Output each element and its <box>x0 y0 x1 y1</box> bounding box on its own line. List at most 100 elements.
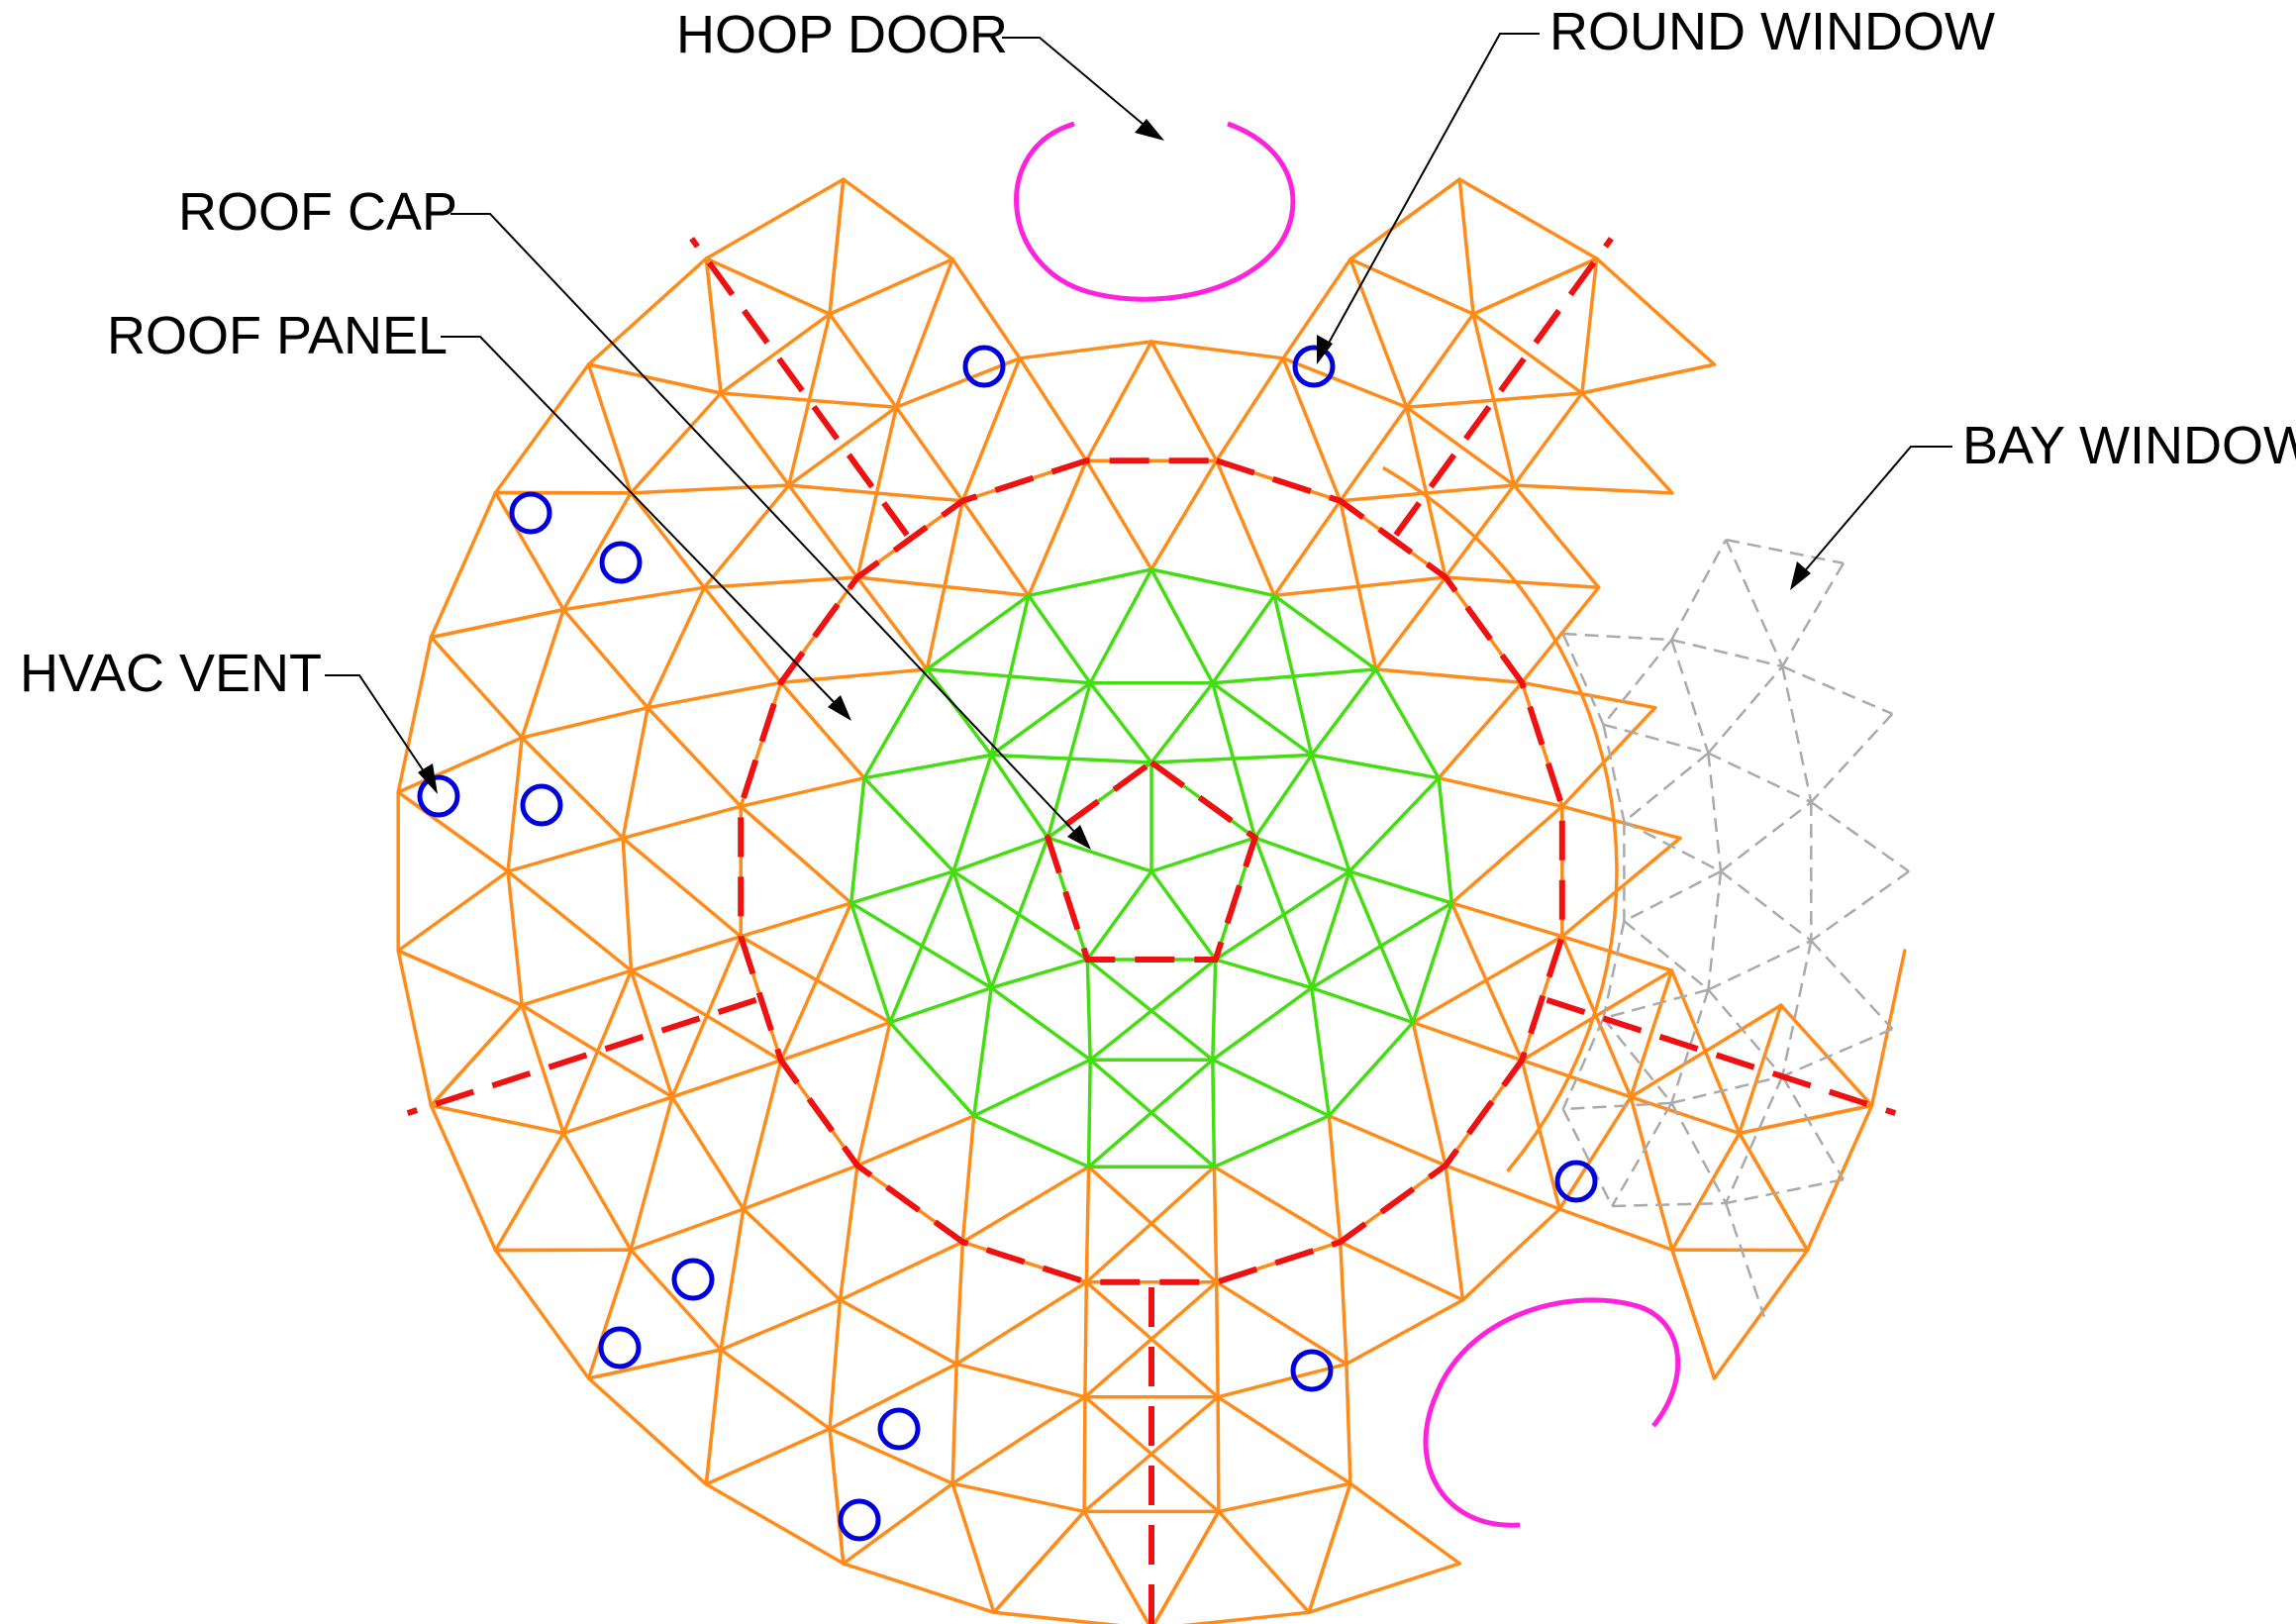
frame-strut <box>704 1348 723 1486</box>
cap-strut <box>1348 869 1415 1025</box>
cap-strut <box>1046 836 1153 873</box>
frame-strut <box>1520 680 1657 710</box>
bay-window-strut <box>1602 920 1626 1019</box>
frame-strut <box>1216 1362 1348 1399</box>
label-bay-window: BAY WINDOW <box>1962 416 2296 475</box>
frame-strut <box>1557 1095 1633 1211</box>
frame-strut <box>520 968 634 1007</box>
leader-bay-window <box>1801 446 1952 575</box>
frame-strut <box>1348 177 1461 261</box>
frame-strut <box>855 1114 976 1167</box>
cap-strut <box>1085 958 1215 1062</box>
frame-strut <box>828 177 846 316</box>
cap-strut <box>971 1058 1092 1118</box>
frame-strut <box>838 1298 958 1367</box>
frame-strut <box>1629 968 1674 1099</box>
frame-strut <box>1084 1165 1091 1284</box>
frame-strut <box>670 1058 783 1099</box>
cap-strut <box>1088 681 1153 764</box>
frame-strut <box>1460 1207 1561 1302</box>
cap-strut <box>989 836 1050 990</box>
cap-strut <box>1213 958 1314 990</box>
cap-strut <box>989 681 1092 758</box>
cap-strut <box>1149 681 1215 764</box>
frame-strut <box>629 483 791 495</box>
frame-strut <box>520 607 565 740</box>
bay-window-strut <box>1781 1075 1845 1180</box>
frame-strut <box>621 705 649 841</box>
bay-window-strut <box>1561 1017 1605 1110</box>
cap-strut <box>1085 869 1153 962</box>
frame-strut <box>1449 804 1564 905</box>
cap-strut <box>1149 836 1257 873</box>
frame-strut <box>646 585 707 710</box>
frame-strut <box>621 804 743 841</box>
frame-strut <box>1327 1114 1447 1167</box>
frame-strut <box>1471 256 1599 316</box>
frame-strut <box>1281 356 1409 409</box>
cap-strut <box>951 836 1050 873</box>
callout-bay-window: BAY WINDOW <box>1790 416 2296 590</box>
cap-strut <box>1327 1020 1415 1118</box>
hvac-vent-circle-icon <box>1554 1160 1598 1203</box>
frame-strut <box>429 490 498 640</box>
frame-strut <box>429 1103 565 1136</box>
frame-strut <box>739 934 892 1025</box>
frame-strut <box>1670 1248 1717 1380</box>
frame-strut <box>787 312 832 487</box>
frame-strut <box>894 356 1022 409</box>
frame-strut <box>702 575 859 590</box>
arrowhead-icon <box>418 763 438 794</box>
bay-window-strut <box>1810 713 1894 803</box>
bay-window-strut <box>1725 539 1784 667</box>
frame-strut <box>950 1362 958 1485</box>
cap-strut <box>1252 753 1314 840</box>
bay-window-strut <box>1623 920 1710 991</box>
frame-strut <box>838 1164 859 1302</box>
leader-hvac-vent <box>325 674 429 778</box>
frame-strut <box>506 736 524 873</box>
frame-strut <box>629 1207 746 1252</box>
frame-strut <box>1027 458 1089 598</box>
callout-roof-cap: ROOF CAP <box>178 182 1091 850</box>
frame-strut <box>960 499 1031 598</box>
bay-window-strut <box>1561 633 1605 726</box>
frame-strut <box>894 257 954 409</box>
cap-strut <box>1252 836 1351 873</box>
frame-strut <box>704 256 723 395</box>
frame-strut <box>1345 1298 1465 1367</box>
frame-strut <box>787 483 859 579</box>
cap-strut <box>1212 1114 1332 1169</box>
hvac-vent-circle-icon <box>520 783 563 827</box>
frame-strut <box>1307 1562 1461 1615</box>
frame-strut <box>1084 340 1153 462</box>
frame-strut <box>429 607 565 640</box>
frame-strut <box>842 177 954 261</box>
frame-strut <box>629 968 674 1099</box>
frame-strut <box>520 736 625 841</box>
frame-strut <box>1083 1280 1089 1399</box>
frame-strut <box>629 1248 723 1352</box>
cap-strut <box>1411 901 1454 1025</box>
bay-window-strut <box>1602 639 1673 726</box>
frame-strut <box>739 901 853 939</box>
frame-strut <box>1082 1395 1220 1514</box>
frame-strut <box>1449 901 1524 1063</box>
cap-strut <box>989 958 1090 990</box>
frame-strut <box>1738 1131 1810 1253</box>
bay-window-strut <box>1810 940 1894 1030</box>
frame-strut <box>960 356 1022 503</box>
cap-strut <box>1310 753 1351 873</box>
frame-strut <box>787 405 899 487</box>
frame-strut <box>1151 1509 1221 1624</box>
cap-strut <box>1211 667 1378 685</box>
frame-strut <box>586 256 709 366</box>
frame-strut <box>960 1114 976 1244</box>
frame-strut <box>396 790 510 873</box>
frame-strut <box>520 1003 674 1099</box>
frame-strut <box>1805 1103 1874 1253</box>
leader-roof-panel <box>441 336 841 709</box>
cap-strut <box>888 985 993 1025</box>
hvac-vent-circle-icon <box>417 774 460 818</box>
bay-window-strut <box>1612 1201 1727 1208</box>
